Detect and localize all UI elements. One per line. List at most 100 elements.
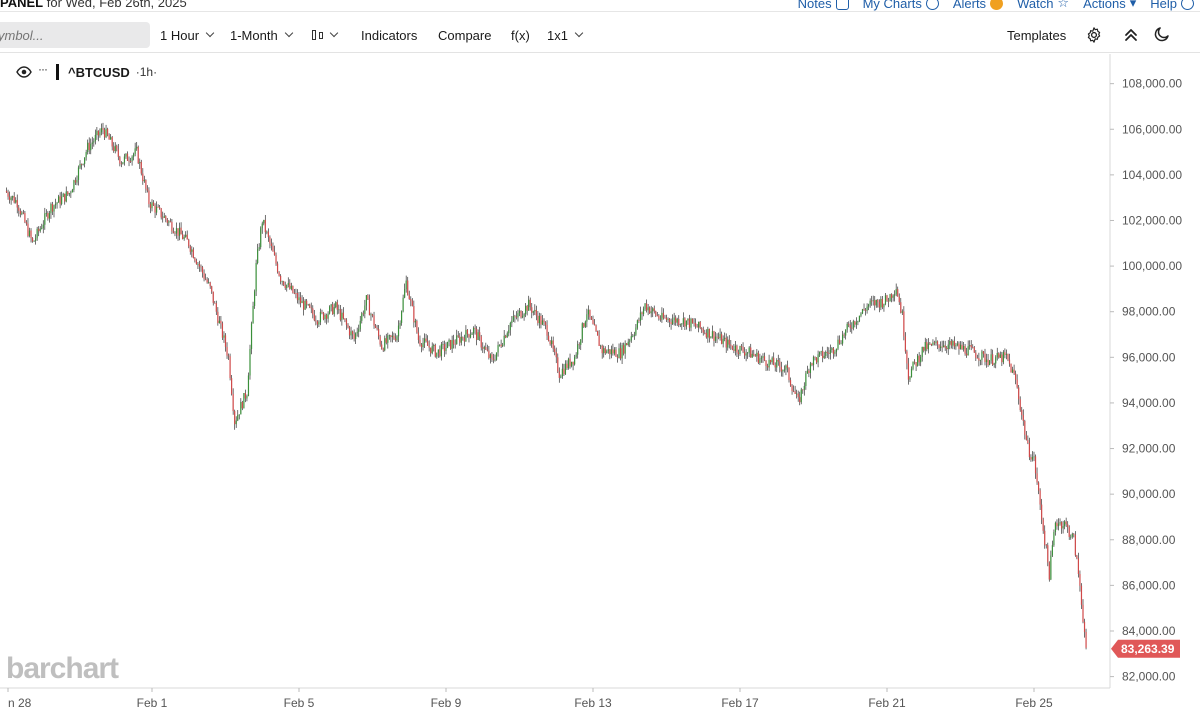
candle-body — [431, 346, 433, 354]
chart-type-dropdown[interactable] — [312, 21, 339, 49]
candle-body — [281, 281, 283, 283]
candle-body — [489, 354, 492, 358]
candle-body — [584, 321, 586, 327]
candle-body — [518, 310, 521, 314]
my-charts-label: My Charts — [862, 0, 922, 11]
price-chart[interactable]: 108,000.00 106,000.00 104,000.00 102,000.00… — [0, 54, 1200, 720]
candle-body — [704, 332, 706, 334]
layout-dropdown[interactable]: 1x1 — [547, 21, 584, 49]
candle-body — [483, 347, 485, 349]
candle-body — [1045, 544, 1047, 546]
candle-body — [24, 212, 26, 223]
candle-body — [762, 356, 764, 358]
candle-body — [307, 304, 309, 306]
collapse-icon[interactable] — [1123, 27, 1139, 43]
candle-body — [362, 313, 364, 315]
candle-body — [128, 160, 130, 162]
more-options-icon[interactable]: ··· — [38, 62, 48, 76]
chevron-down-icon — [329, 28, 339, 38]
my-charts-link[interactable]: My Charts — [863, 0, 939, 11]
y-tick-label: 82,000.00 — [1122, 670, 1176, 684]
watch-link[interactable]: Watch ☆ — [1017, 0, 1069, 11]
alert-icon — [990, 0, 1004, 10]
candle-body — [857, 320, 859, 323]
candle-body — [449, 339, 452, 349]
candle-body — [378, 329, 380, 337]
candle-body — [520, 310, 522, 318]
candle-body — [114, 145, 116, 152]
candle-body — [414, 320, 416, 323]
candle-body — [232, 394, 234, 412]
candle-body — [512, 316, 514, 321]
candle-body — [448, 339, 450, 342]
candle-body — [789, 380, 792, 386]
candle-body — [564, 363, 567, 375]
candle-body — [815, 357, 818, 363]
plus-circle-icon — [925, 0, 939, 10]
period-dropdown[interactable]: 1-Month — [230, 21, 293, 49]
candle-body — [315, 320, 317, 322]
interval-dropdown[interactable]: 1 Hour — [160, 21, 215, 49]
candle-body — [508, 330, 510, 334]
candle-body — [136, 146, 138, 149]
candle-body — [750, 347, 752, 358]
candle-body — [218, 320, 220, 324]
compare-button[interactable]: Compare — [438, 27, 492, 43]
x-tick-label: Feb 9 — [431, 696, 462, 710]
candle-body — [587, 309, 590, 315]
candle-body — [33, 240, 35, 242]
candle-body — [736, 345, 738, 353]
candle-body — [257, 249, 259, 264]
candle-body — [716, 336, 718, 338]
candle-body — [956, 343, 959, 345]
y-tick-label: 108,000.00 — [1122, 77, 1182, 91]
candle-body — [174, 232, 176, 234]
fx-button[interactable]: f(x) — [511, 27, 530, 43]
candle-body — [175, 228, 178, 234]
candle-body — [393, 335, 395, 339]
candle-body — [129, 161, 132, 162]
gear-icon[interactable] — [1085, 26, 1103, 44]
y-tick-label: 104,000.00 — [1122, 168, 1182, 182]
candle-body — [264, 219, 266, 233]
candle-body — [521, 316, 524, 318]
candle-body — [811, 363, 813, 366]
moon-icon[interactable] — [1153, 25, 1171, 43]
candle-body — [407, 280, 409, 295]
candle-body — [874, 300, 876, 306]
candle-body — [1070, 536, 1072, 538]
candle-body — [932, 342, 934, 346]
candle-body — [946, 347, 948, 350]
chevron-down-icon: ▾ — [1129, 0, 1137, 10]
candle-body — [570, 361, 573, 367]
notes-link[interactable]: Notes — [798, 0, 849, 11]
candle-body — [779, 361, 781, 367]
candle-body — [468, 334, 470, 338]
candle-body — [757, 352, 759, 363]
candle-body — [263, 219, 265, 224]
candle-body — [327, 313, 329, 319]
candle-body — [1067, 524, 1069, 528]
candle-body — [498, 344, 501, 346]
candle-body — [474, 327, 476, 329]
chart-area[interactable]: 108,000.00 106,000.00 104,000.00 102,000.00… — [0, 54, 1200, 720]
eye-icon[interactable] — [16, 66, 32, 78]
candle-body — [399, 322, 401, 326]
candle-body — [800, 389, 802, 403]
indicators-button[interactable]: Indicators — [361, 27, 418, 43]
help-link[interactable]: Help — [1150, 0, 1194, 11]
symbol-search-input[interactable] — [0, 22, 150, 48]
candle-body — [185, 234, 187, 237]
alerts-link[interactable]: Alerts — [953, 0, 1004, 11]
actions-link[interactable]: Actions ▾ — [1083, 0, 1136, 11]
candle-body — [843, 334, 845, 336]
candle-body — [169, 221, 171, 223]
candle-body — [598, 335, 600, 347]
candle-body — [54, 203, 57, 206]
candle-body — [662, 312, 665, 318]
candle-body — [358, 329, 360, 332]
candle-body — [823, 355, 825, 358]
candle-body — [183, 236, 185, 240]
candle-body — [639, 312, 642, 321]
templates-button[interactable]: Templates — [1007, 27, 1067, 43]
